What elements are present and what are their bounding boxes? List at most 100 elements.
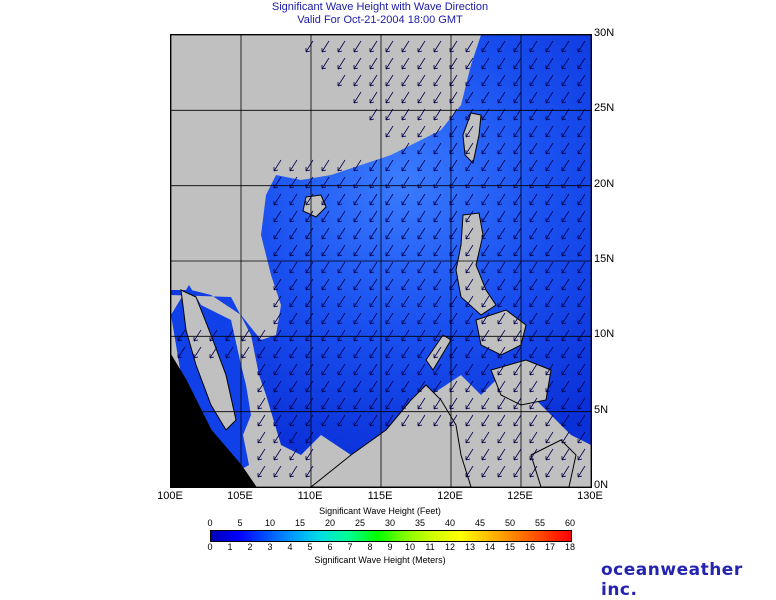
lon-label: 110E [297,490,323,502]
wave-arrow [401,295,410,308]
wave-arrow [417,261,426,274]
wave-arrow [417,193,426,206]
wave-arrow [289,278,298,291]
wave-arrow [529,465,538,478]
wave-arrow [353,363,362,376]
wave-arrow [369,74,378,87]
wave-arrow [481,414,490,427]
wave-arrow [273,295,282,308]
wave-arrow [545,346,554,359]
wave-arrow [353,40,362,53]
wave-arrow [193,329,202,342]
wave-arrow [289,261,298,274]
wave-arrow [545,261,554,274]
wave-arrow [385,91,394,104]
wave-arrow [545,244,554,257]
feet-tick-label: 35 [414,518,425,528]
feet-tick-label: 55 [534,518,545,528]
wave-arrow [513,159,522,172]
wave-arrow [529,312,538,325]
wave-arrow [497,465,506,478]
wave-arrow [305,176,314,189]
wave-arrow [273,448,282,461]
wave-arrow [433,57,442,70]
wave-arrow [353,159,362,172]
wave-arrow [497,261,506,274]
wave-arrow [273,465,282,478]
wave-arrow [289,329,298,342]
wave-arrow [305,261,314,274]
wave-arrow [529,74,538,87]
wave-arrow [529,40,538,53]
wave-arrow [273,312,282,325]
meter-tick-label: 8 [367,542,373,552]
wave-arrow [497,380,506,393]
wave-arrow [497,244,506,257]
wave-arrow [385,210,394,223]
wave-arrow [481,380,490,393]
wave-arrow [385,312,394,325]
lon-label: 130E [577,490,603,502]
wave-arrow [385,380,394,393]
wave-arrow [481,193,490,206]
wave-arrow [529,261,538,274]
meter-tick-label: 10 [404,542,415,552]
land-malay-peninsula [180,289,237,431]
wave-arrow [545,210,554,223]
wave-arrow [449,244,458,257]
wave-arrow [353,193,362,206]
wave-arrow [449,380,458,393]
wave-arrow [401,142,410,155]
wave-arrow [353,397,362,410]
wave-arrow [513,57,522,70]
wave-arrow [433,108,442,121]
wave-arrow [545,363,554,376]
lon-label: 125E [507,490,533,502]
wave-arrow [273,431,282,444]
wave-arrow [433,329,442,342]
wave-arrow [577,278,586,291]
wave-arrow [257,363,266,376]
meter-tick-label: 9 [387,542,393,552]
wave-arrow [225,329,234,342]
meter-tick-label: 12 [444,542,455,552]
wave-arrow [465,142,474,155]
wave-arrow [353,278,362,291]
wave-arrow [513,397,522,410]
wave-arrow [321,397,330,410]
wave-arrow [545,448,554,461]
wave-arrow [305,40,314,53]
wave-arrow [193,346,202,359]
wave-arrow [465,448,474,461]
wave-arrow [561,397,570,410]
wave-arrow [417,74,426,87]
wave-arrow [497,397,506,410]
map-valid-time: Valid For Oct-21-2004 18:00 GMT [297,14,463,26]
wave-arrow [305,193,314,206]
wave-arrow [577,448,586,461]
wave-arrow [337,261,346,274]
wave-arrow [561,108,570,121]
wave-arrow [449,329,458,342]
wave-arrow [545,159,554,172]
meter-tick-label: 2 [247,542,253,552]
wave-arrow [497,227,506,240]
wave-arrow [385,261,394,274]
wave-arrow [561,159,570,172]
wave-arrow [353,329,362,342]
wave-arrow [433,176,442,189]
wave-arrow [321,159,330,172]
wave-arrow [577,261,586,274]
wave-arrow [481,176,490,189]
wave-arrow [273,414,282,427]
wave-arrow [577,312,586,325]
wave-arrow [497,278,506,291]
wave-arrow [465,329,474,342]
land-sulawesi [530,439,577,487]
wave-arrow [497,346,506,359]
wave-arrow [401,227,410,240]
wave-arrow [561,125,570,138]
wave-arrow [289,312,298,325]
wave-arrow [481,278,490,291]
wave-arrow [433,380,442,393]
